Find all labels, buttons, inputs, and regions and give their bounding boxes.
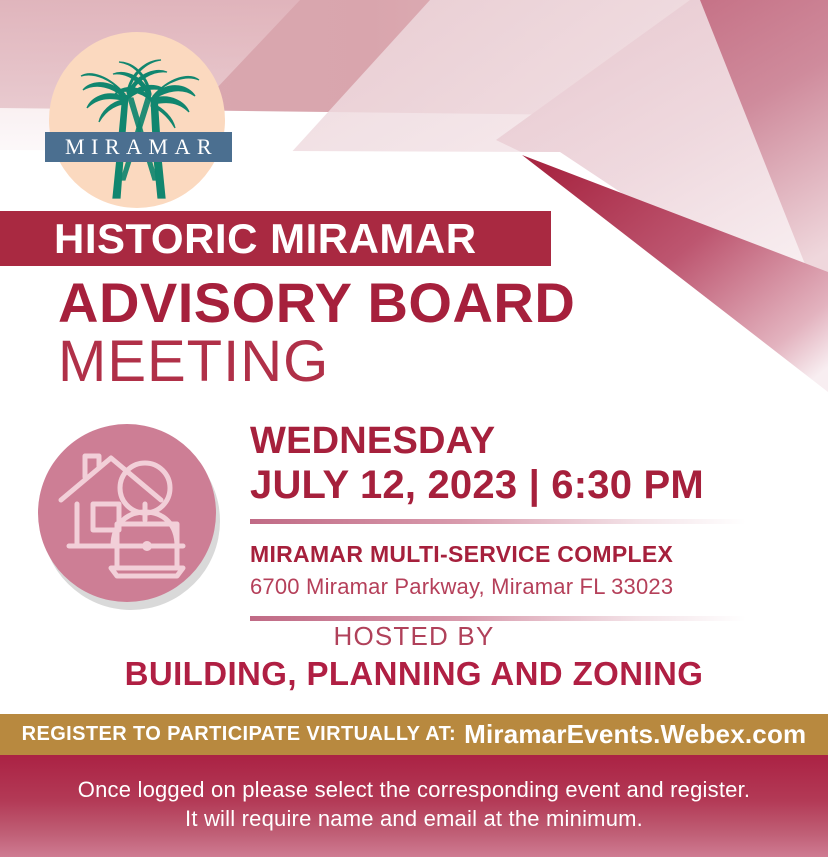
footer-line-1: Once logged on please select the corresp… [77,777,751,802]
palm-tree-icon [80,59,200,199]
headline-eyebrow: HISTORIC MIRAMAR [54,215,477,262]
detail-divider-top [250,519,746,524]
house-person-laptop-icon [58,453,186,579]
icon-badge-disc [38,424,216,602]
headline-line-2: MEETING [58,329,330,394]
footer-instructions: Once logged on please select the corresp… [0,755,828,857]
hosted-by-label: HOSTED BY [333,621,495,651]
background-pale-panel [268,0,828,400]
headline-bar [0,211,551,266]
event-details: WEDNESDAY JULY 12, 2023 | 6:30 PM MIRAMA… [250,420,748,621]
meeting-icon-badge [38,424,223,610]
register-prefix: REGISTER TO PARTICIPATE VIRTUALLY AT: [21,723,457,745]
event-venue: MIRAMAR MULTI-SERVICE COMPLEX [250,541,674,567]
register-bar: REGISTER TO PARTICIPATE VIRTUALLY AT: Mi… [0,714,828,755]
footer-line-2: It will require name and email at the mi… [185,806,643,831]
detail-divider-bottom [250,616,746,621]
event-day: WEDNESDAY [250,420,496,462]
city-logo: MIRAMAR [45,32,232,212]
register-url[interactable]: MiramarEvents.Webex.com [464,719,807,749]
event-date-time: JULY 12, 2023 | 6:30 PM [250,463,704,507]
event-address: 6700 Miramar Parkway, Miramar FL 33023 [250,574,674,599]
headline-line-1: ADVISORY BOARD [58,271,576,334]
hosting-department: BUILDING, PLANNING AND ZONING [124,655,704,692]
logo-wordmark: MIRAMAR [45,132,232,162]
